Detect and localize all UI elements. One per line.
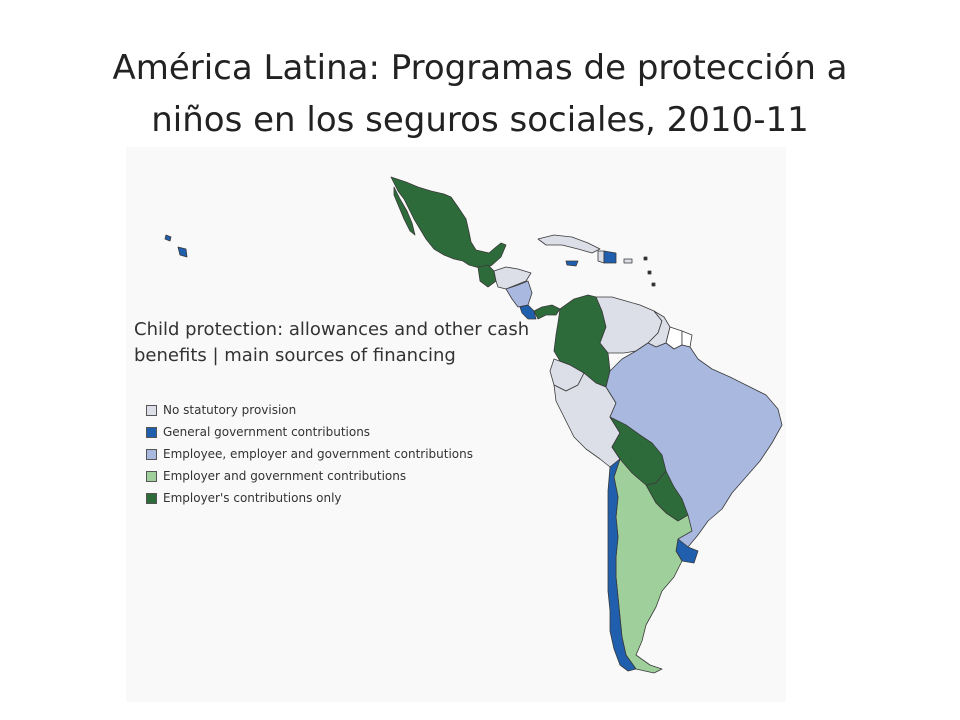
legend-item-general-government-contributions: General government contributions [146,421,473,443]
legend-label: Employee, employer and government contri… [163,447,473,461]
region-french-guiana [681,330,693,348]
region-mexico [390,176,507,270]
legend-label: General government contributions [163,425,371,439]
region-central-america-north [493,266,532,290]
legend-item-employee-employer-government: Employee, employer and government contri… [146,443,473,465]
region-lesser-antilles-1 [643,256,648,261]
region-cuba [537,234,601,254]
region-chile [607,458,637,672]
region-guatemala [477,264,497,288]
legend-swatch [146,404,157,416]
legend-item-no-statutory-provision: No statutory provision [146,399,473,421]
region-jamaica [565,260,579,267]
map-panel: Child protection: allowances and other c… [126,147,786,702]
slide-title-line-1: América Latina: Programas de protección … [112,48,848,88]
legend-list: No statutory provision General governmen… [146,399,473,509]
region-lesser-antilles-2 [647,270,652,275]
legend-item-employer-only: Employer's contributions only [146,487,473,509]
region-haiti [597,250,605,264]
slide-title-line-2: niños en los seguros sociales, 2010-11 [151,100,809,140]
region-panama [533,304,561,320]
region-baja-california [393,186,416,236]
region-hawaii-2 [177,246,188,258]
region-dominican-republic [603,250,617,264]
legend-label: Employer's contributions only [163,491,342,505]
region-hawaii-1 [164,234,172,242]
legend-swatch [146,448,157,460]
legend-swatch [146,426,157,438]
legend-title-line-2: benefits | main sources of financing [134,345,456,366]
region-costa-rica [519,304,537,320]
region-lesser-antilles-3 [651,282,656,287]
region-nicaragua [505,280,533,308]
region-puerto-rico [623,258,633,264]
slide-title: América Latina: Programas de protección … [40,42,920,146]
legend-swatch [146,492,157,504]
legend-label: Employer and government contributions [163,469,407,483]
legend-swatch [146,470,157,482]
legend-title: Child protection: allowances and other c… [134,317,564,369]
latin-america-map [164,176,783,674]
legend-item-employer-and-government: Employer and government contributions [146,465,473,487]
legend-label: No statutory provision [163,403,297,417]
legend-title-line-1: Child protection: allowances and other c… [134,319,530,340]
